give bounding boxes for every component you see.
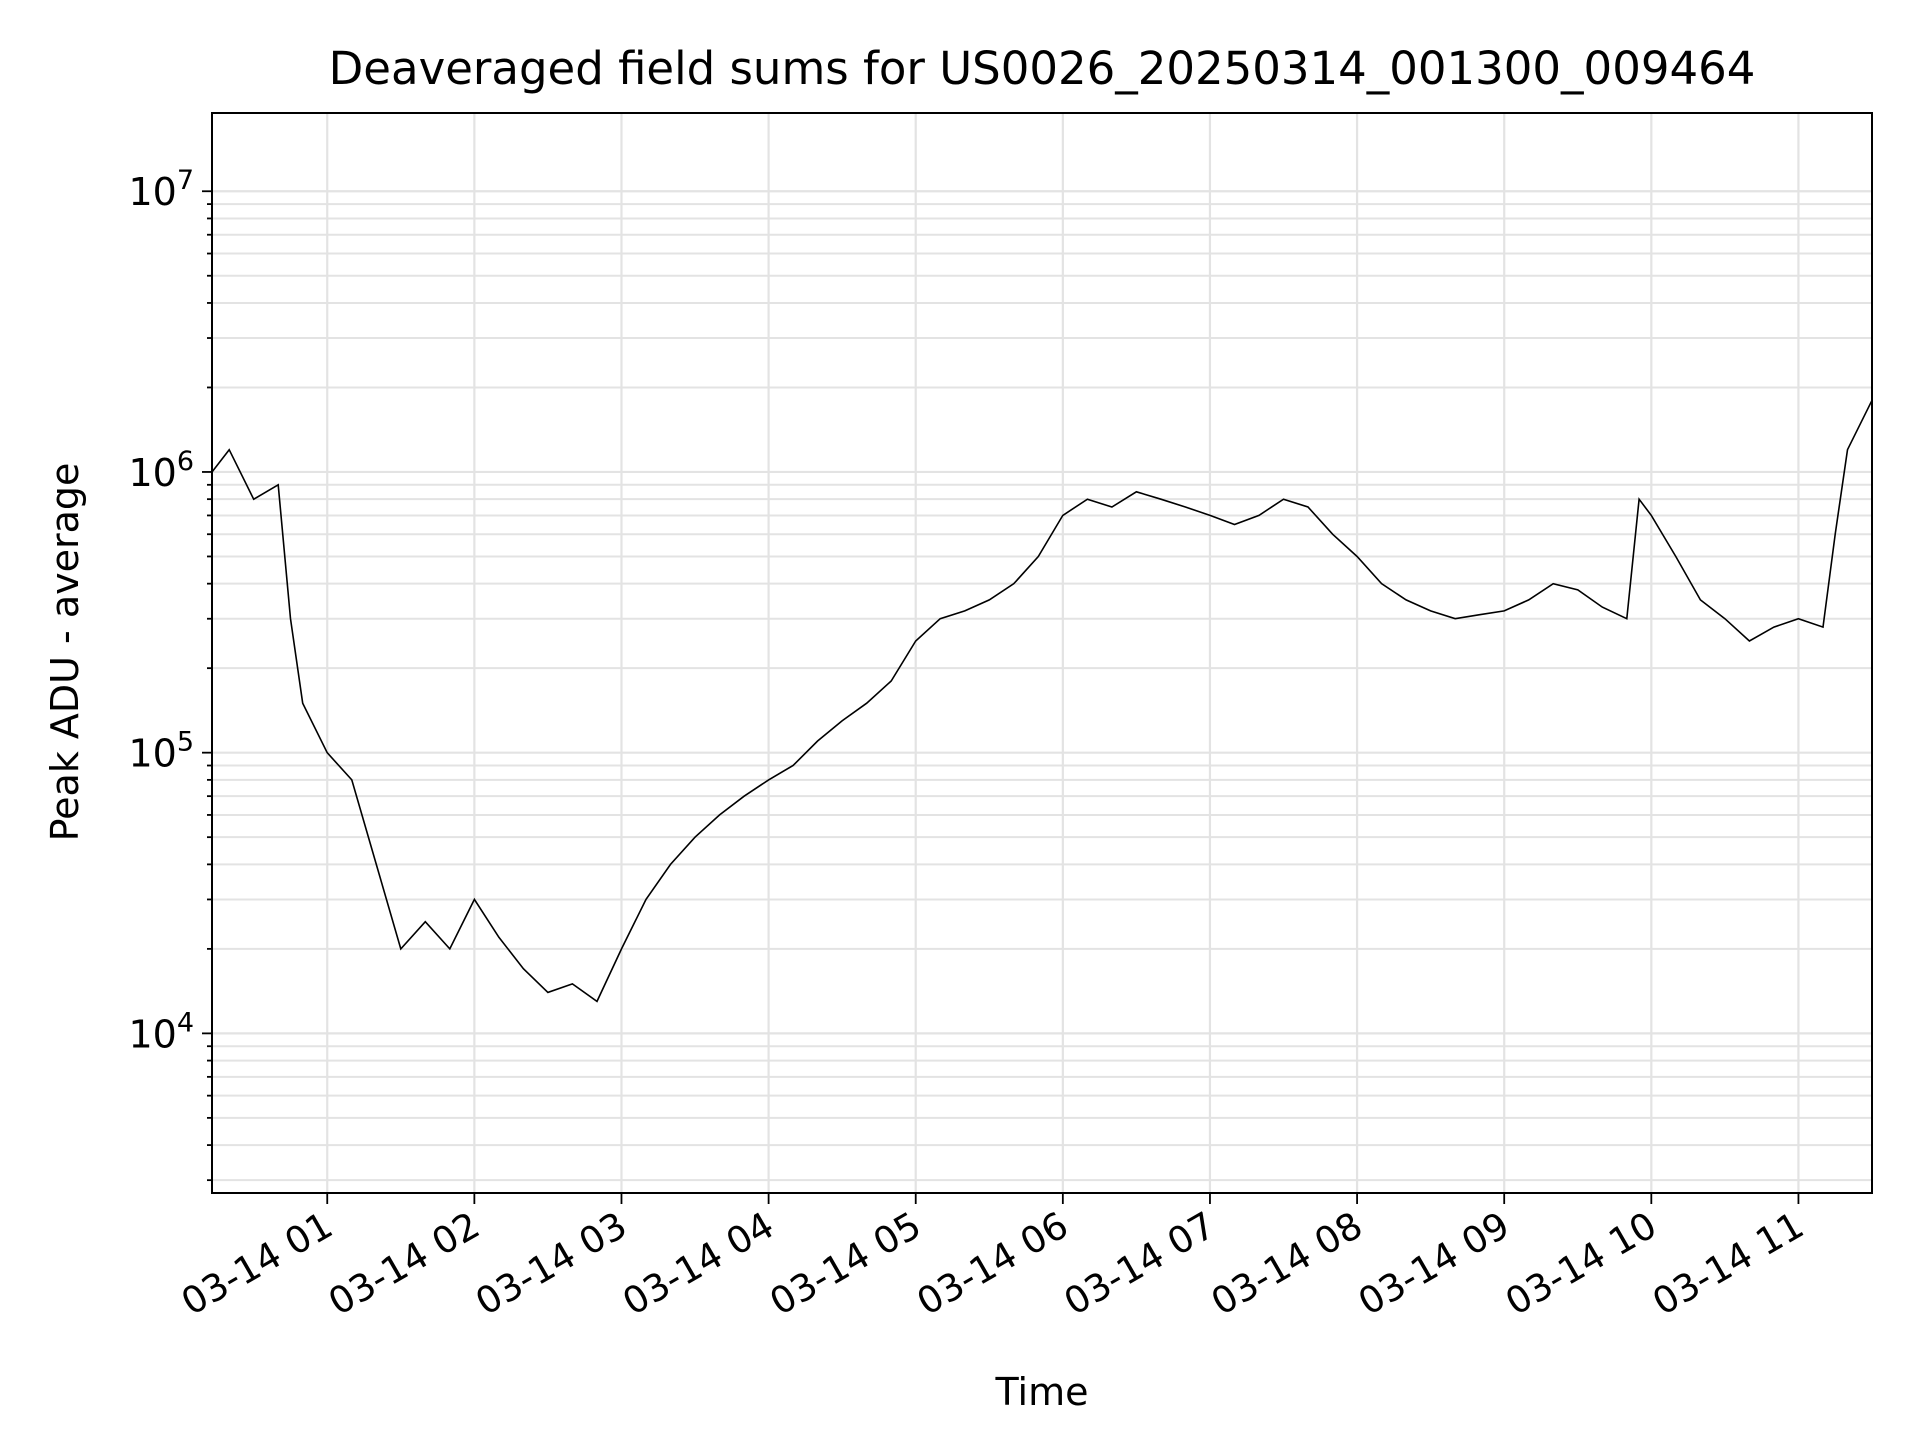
chart-title: Deaveraged field sums for US0026_2025031…	[329, 42, 1756, 95]
y-axis: 104 105 106 107	[128, 165, 212, 1182]
y-tick-label: 105	[128, 727, 194, 776]
series-group	[211, 399, 1873, 1003]
y-tick-label: 106	[128, 446, 194, 495]
plot-frame	[211, 112, 1873, 1194]
series-line	[211, 399, 1873, 1003]
y-tick-label: 104	[128, 1007, 194, 1056]
x-axis-label: Time	[995, 1370, 1089, 1414]
grid	[212, 113, 1872, 1193]
y-axis-label: Peak ADU - average	[43, 463, 87, 842]
y-tick-label: 107	[128, 165, 194, 214]
